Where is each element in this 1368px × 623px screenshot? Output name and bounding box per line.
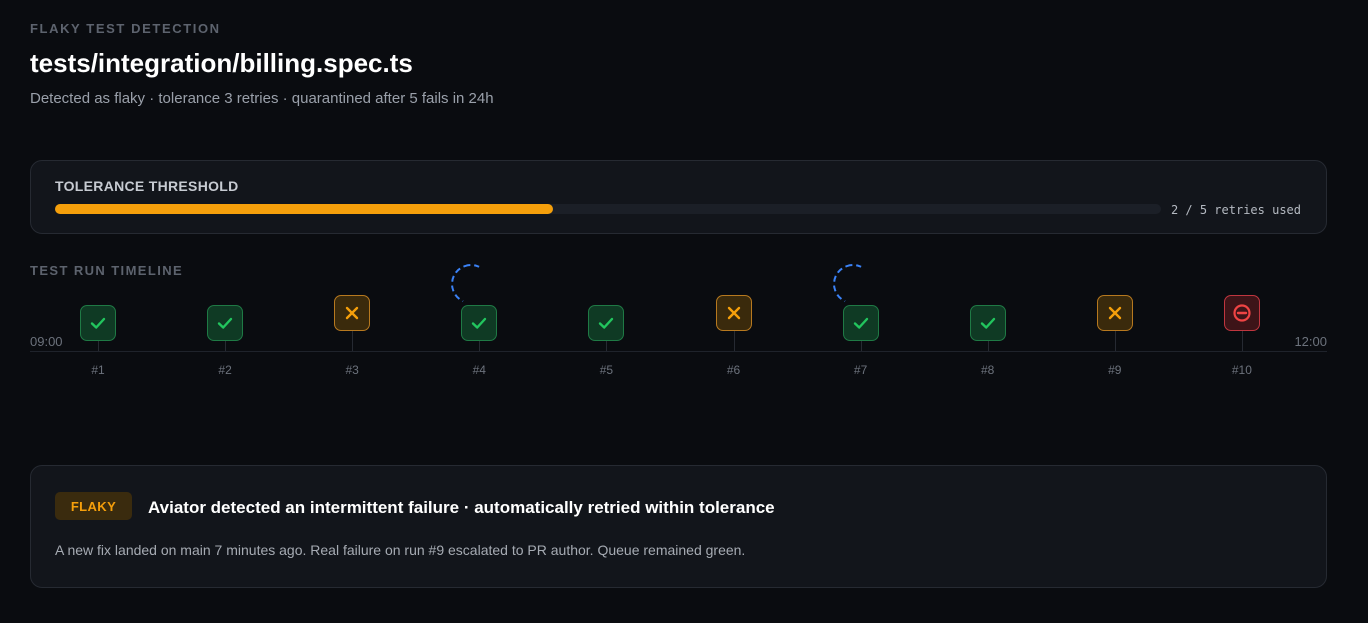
run-badge-5[interactable] [588, 305, 625, 341]
run-number: #2 [218, 363, 232, 377]
run-badge-6[interactable] [715, 295, 752, 331]
run-number: #6 [726, 363, 741, 377]
tolerance-progress-fill [55, 204, 553, 214]
timeline-start-time: 09:00 [30, 334, 63, 349]
run-stem [606, 341, 608, 351]
message-title: Aviator detected an intermittent failure… [148, 498, 775, 517]
run-badge-10[interactable] [1223, 295, 1260, 331]
message-body: A new fix landed on main 7 minutes ago. … [55, 542, 746, 558]
detection-message-card: FLAKY Aviator detected an intermittent f… [30, 465, 1327, 588]
run-stem [1114, 331, 1116, 351]
run-number: #3 [345, 363, 359, 377]
run-number: #5 [599, 363, 614, 377]
timeline-end-time: 12:00 [1294, 334, 1327, 349]
check-icon [980, 317, 995, 329]
run-badge-9[interactable] [1096, 295, 1133, 331]
check-icon [217, 317, 233, 329]
x-icon [345, 306, 359, 320]
retries-used-text: 2 / 5 retries used [1170, 203, 1301, 217]
check-icon [853, 317, 868, 329]
x-icon [1108, 306, 1121, 320]
tolerance-progress-track [55, 204, 1161, 214]
run-stem [225, 341, 227, 351]
run-number: #10 [1231, 363, 1252, 377]
run-number: #7 [853, 363, 868, 377]
run-stem [1241, 331, 1243, 351]
run-badge-3[interactable] [334, 295, 371, 331]
flaky-badge: FLAKY [55, 492, 132, 520]
run-number: #1 [91, 363, 105, 377]
page-title: tests/integration/billing.spec.ts [30, 48, 413, 78]
run-stem [987, 341, 989, 351]
blocked-icon [1233, 304, 1251, 322]
check-icon [472, 317, 487, 329]
retry-arc-icon [826, 258, 879, 310]
tolerance-label: TOLERANCE THRESHOLD [55, 178, 239, 194]
run-stem [860, 341, 862, 351]
run-badge-2[interactable] [207, 305, 244, 341]
check-icon [599, 317, 614, 329]
run-stem [98, 341, 99, 351]
run-badge-7[interactable] [842, 305, 879, 341]
run-badge-1[interactable] [80, 305, 116, 341]
run-number: #9 [1108, 363, 1122, 377]
page-subtitle: Detected as flaky · tolerance 3 retries … [30, 90, 494, 107]
run-badge-8[interactable] [969, 305, 1006, 341]
timeline-label: TEST RUN TIMELINE [30, 263, 184, 278]
page-eyebrow: FLAKY TEST DETECTION [30, 21, 221, 36]
run-badge-4[interactable] [461, 305, 498, 341]
tolerance-card: TOLERANCE THRESHOLD 2 / 5 retries used [30, 160, 1327, 234]
timeline-axis [30, 351, 1327, 352]
x-icon [727, 306, 740, 320]
run-number: #8 [981, 363, 995, 377]
check-icon [90, 317, 106, 329]
run-number: #4 [472, 363, 486, 377]
retry-arc-icon [445, 258, 497, 310]
run-stem [733, 331, 735, 351]
run-stem [479, 341, 481, 351]
run-stem [352, 331, 354, 351]
